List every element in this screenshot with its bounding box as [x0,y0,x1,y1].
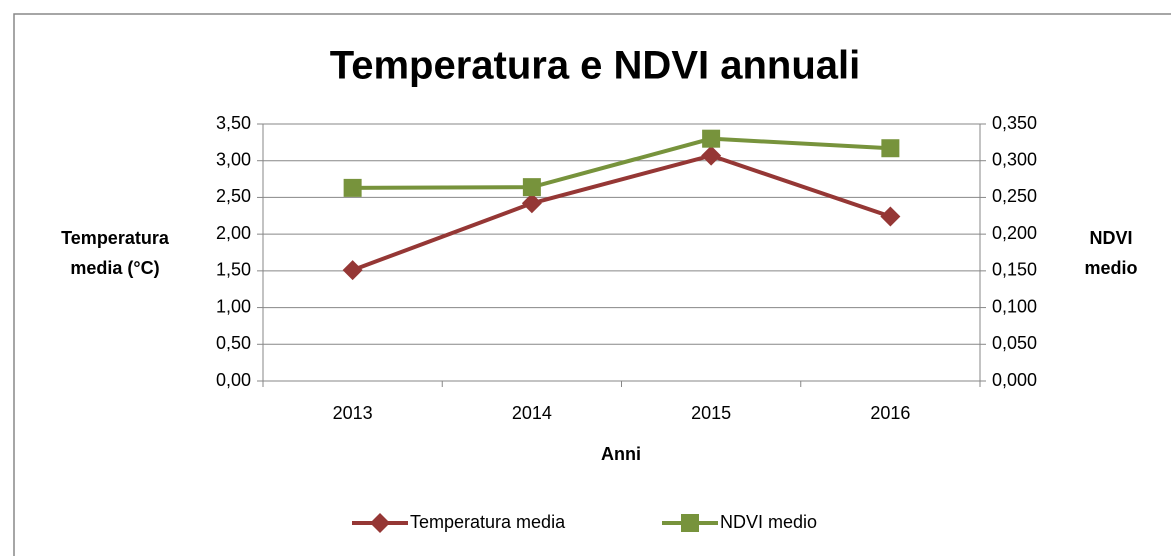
x-tick-label: 2013 [333,403,373,423]
y-tick-label: 2,00 [216,223,251,243]
data-point [343,178,362,197]
y2-tick-label: 0,350 [992,113,1037,133]
data-point [702,129,721,148]
data-point [701,145,722,166]
y2-tick-label: 0,150 [992,260,1037,280]
y-tick-label: 3,50 [216,113,251,133]
x-tick-label: 2015 [691,403,731,423]
legend-label: Temperatura media [410,512,566,532]
chart-title: Temperatura e NDVI annuali [330,44,861,88]
y-axis-label: Temperatura media (°C) [61,228,169,278]
y2-tick-label: 0,100 [992,296,1037,316]
legend-label: NDVI medio [720,512,817,532]
y-tick-label: 3,00 [216,149,251,169]
data-point [342,260,363,281]
y2-axis-label: NDVI medio [1084,228,1138,278]
data-point [880,206,901,227]
x-tick-label: 2014 [512,403,552,423]
x-tick-label: 2016 [870,403,910,423]
data-point [521,193,542,214]
x-axis-label: Anni [601,444,641,464]
y2-tick-label: 0,300 [992,149,1037,169]
data-point [522,178,541,197]
y2-tick-label: 0,050 [992,333,1037,353]
y2-tick-label: 0,200 [992,223,1037,243]
chart-border [13,13,1171,556]
series-line [351,153,892,272]
y-tick-label: 0,00 [216,370,251,390]
y-tick-label: 0,50 [216,333,251,353]
series-line [352,136,891,190]
y-tick-label: 2,50 [216,186,251,206]
y2-tick-label: 0,250 [992,186,1037,206]
y-tick-label: 1,50 [216,260,251,280]
y2-tick-label: 0,000 [992,370,1037,390]
legend-marker [370,513,390,533]
y-tick-label: 1,00 [216,296,251,316]
data-point [881,139,900,158]
legend-marker [681,514,699,532]
